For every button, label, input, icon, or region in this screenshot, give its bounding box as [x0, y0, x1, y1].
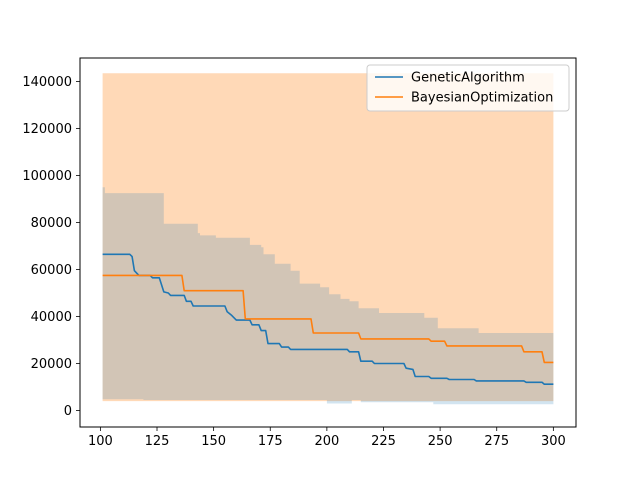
y-axis: 0 20000 40000 60000 80000 100000 120000 140000 — [22, 75, 80, 419]
bayesianoptimization-line — [102, 274, 554, 364]
y-tick-label: 100000 — [22, 169, 72, 184]
legend-label-bayesianoptimization: BayesianOptimization — [411, 91, 553, 106]
x-tick-label: 300 — [541, 434, 566, 449]
series-lines — [102, 253, 554, 386]
bayesianoptimization-band — [102, 73, 554, 402]
plot-frame — [79, 57, 577, 428]
y-tick-label: 80000 — [31, 216, 72, 231]
legend-box — [366, 64, 570, 112]
x-tick-label: 125 — [145, 434, 170, 449]
y-tick-label: 60000 — [31, 263, 72, 278]
y-tick-label: 0 — [64, 404, 72, 419]
x-tick-label: 275 — [484, 434, 509, 449]
x-tick-label: 150 — [201, 434, 226, 449]
legend-label-geneticalgorithm: GeneticAlgorithm — [411, 71, 525, 86]
uncertainty-bands — [102, 73, 554, 405]
geneticalgorithm-line — [102, 253, 554, 386]
x-tick-label: 175 — [258, 434, 283, 449]
x-tick-label: 200 — [314, 434, 339, 449]
y-tick-label: 40000 — [31, 310, 72, 325]
x-tick-label: 225 — [371, 434, 396, 449]
y-tick-label: 140000 — [22, 75, 72, 90]
x-axis: 100 125 150 175 200 225 250 275 300 — [88, 427, 566, 449]
geneticalgorithm-band — [102, 187, 554, 405]
legend: GeneticAlgorithm BayesianOptimization — [366, 64, 570, 112]
x-tick-label: 100 — [88, 434, 113, 449]
y-tick-label: 20000 — [31, 357, 72, 372]
y-tick-label: 120000 — [22, 122, 72, 137]
x-tick-label: 250 — [428, 434, 453, 449]
